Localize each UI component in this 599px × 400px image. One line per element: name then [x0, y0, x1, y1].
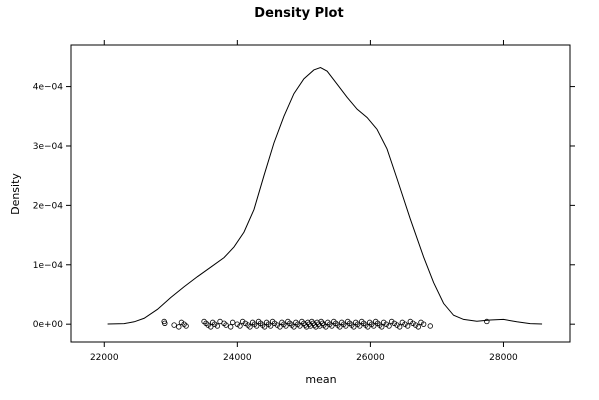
rug-point — [410, 320, 416, 326]
rug-point — [371, 323, 377, 329]
x-axis-label: mean — [305, 373, 336, 386]
y-tick-label: 2e−04 — [33, 201, 64, 211]
x-tick-label: 24000 — [223, 353, 252, 363]
rug-point — [274, 322, 280, 328]
rug-point — [343, 323, 349, 329]
x-axis: 22000 24000 26000 28000 — [90, 40, 518, 363]
rug-point — [297, 323, 303, 329]
x-tick-label: 26000 — [356, 353, 385, 363]
rug-point — [208, 324, 214, 330]
y-tick-label: 3e−04 — [33, 142, 64, 152]
rug-point — [176, 324, 182, 330]
rug-point — [381, 319, 387, 326]
rug-point — [394, 322, 400, 328]
rug-point — [404, 323, 411, 329]
rug-point — [261, 324, 268, 330]
x-tick-label: 22000 — [90, 353, 119, 363]
rug-point — [227, 324, 234, 330]
x-tick-label: 28000 — [489, 353, 518, 363]
rug-point — [277, 324, 283, 330]
rug-point — [214, 323, 221, 329]
rug-points — [161, 318, 490, 330]
y-tick-label: 1e−04 — [33, 261, 64, 271]
rug-point — [212, 321, 218, 327]
rug-point — [351, 324, 357, 330]
rug-point — [229, 319, 236, 326]
plot-frame — [70, 44, 571, 343]
rug-point — [283, 323, 289, 329]
rug-point — [237, 323, 243, 329]
rug-point — [323, 324, 329, 330]
chart-title: Density Plot — [254, 6, 343, 21]
y-axis: 0e+00 1e−04 2e−04 3e−04 4e−04 — [33, 83, 575, 330]
rug-point — [234, 321, 241, 327]
rug-point — [242, 320, 249, 326]
rug-point — [420, 321, 427, 327]
rug-point — [171, 322, 177, 328]
rug-point — [162, 320, 168, 326]
rug-point — [291, 324, 297, 330]
rug-point — [396, 324, 403, 330]
rug-point — [223, 322, 229, 328]
rug-point — [388, 318, 395, 325]
rug-point — [271, 320, 278, 326]
rug-point — [329, 323, 335, 329]
rug-point — [379, 324, 385, 330]
rug-point — [337, 324, 343, 330]
rug-point — [357, 323, 363, 329]
rug-point — [399, 319, 406, 326]
y-tick-label: 0e+00 — [33, 320, 64, 330]
rug-point — [412, 322, 419, 328]
rug-point — [418, 319, 424, 326]
rug-point — [239, 318, 246, 325]
rug-point — [386, 323, 392, 329]
rug-point — [253, 323, 260, 329]
rug-point — [391, 320, 398, 326]
rug-point — [402, 321, 408, 327]
rug-point — [484, 318, 490, 325]
rug-point — [365, 324, 371, 330]
rug-point — [383, 321, 390, 327]
density-curve — [107, 67, 543, 325]
y-axis-label: Density — [9, 173, 22, 215]
rug-point — [267, 323, 274, 329]
rug-point — [415, 324, 421, 330]
rug-point — [427, 323, 433, 329]
rug-point — [183, 323, 189, 329]
rug-point — [247, 324, 253, 330]
rug-point — [178, 319, 185, 326]
y-tick-label: 4e−04 — [33, 83, 64, 93]
rug-point — [205, 322, 211, 328]
rug-point — [407, 318, 414, 325]
